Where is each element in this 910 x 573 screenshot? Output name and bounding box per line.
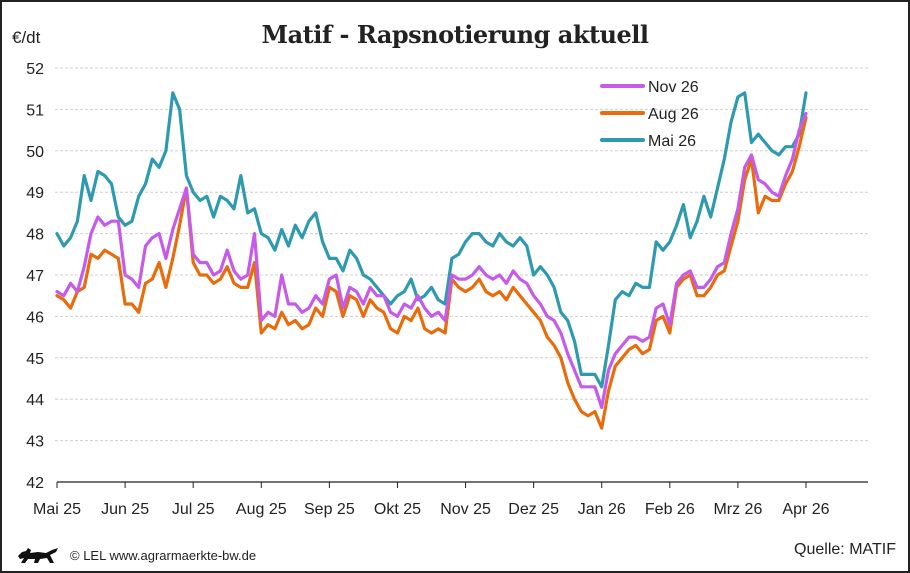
y-tick-label: 47 <box>26 268 44 285</box>
x-tick-label: Aug 25 <box>236 501 287 518</box>
x-axis: Mai 25 Jun 25 Jul 25 Aug 25 Sep 25 Okt 25 Nov … <box>33 481 868 518</box>
y-tick-label: 50 <box>26 144 44 161</box>
y-tick-label: 43 <box>26 434 44 451</box>
y-tick-label: 45 <box>26 351 44 368</box>
chart-title: Matif - Rapsnotierung aktuell <box>261 20 649 49</box>
y-axis-unit-label: €/dt <box>12 28 41 47</box>
series-line-aug-26 <box>55 116 808 430</box>
legend: Nov 26 Aug 26 Mai 26 <box>600 79 699 150</box>
x-tick-label: Dez 25 <box>508 501 559 518</box>
legend-label: Aug 26 <box>648 106 699 123</box>
x-tick-label: Jan 26 <box>578 501 626 518</box>
series-line-nov-26 <box>55 111 808 410</box>
x-tick-label: Apr 26 <box>782 501 829 518</box>
y-tick-label: 44 <box>26 392 44 409</box>
x-tick-label: Mrz 26 <box>713 501 762 518</box>
x-tick-label: Mai 25 <box>33 501 81 518</box>
series-lines <box>55 91 808 430</box>
legend-label: Mai 26 <box>648 133 696 150</box>
x-tick-label: Jun 25 <box>101 501 149 518</box>
x-tick-label: Sep 25 <box>304 501 355 518</box>
y-tick-label: 49 <box>26 185 44 202</box>
y-axis-ticks: 42 43 44 45 46 47 48 49 50 51 52 <box>26 61 44 492</box>
x-tick-label: Jul 25 <box>172 501 215 518</box>
x-tick-label: Okt 25 <box>374 501 421 518</box>
x-tick-label: Nov 25 <box>440 501 491 518</box>
y-tick-label: 51 <box>26 102 44 119</box>
y-tick-label: 52 <box>26 61 44 78</box>
copyright-text: © LEL www.agrarmaerkte-bw.de <box>70 548 257 563</box>
x-tick-label: Feb 26 <box>645 501 695 518</box>
lion-logo-icon <box>18 548 58 563</box>
y-tick-label: 42 <box>26 475 44 492</box>
source-text: Quelle: MATIF <box>794 541 896 558</box>
grid-lines <box>55 67 868 442</box>
y-tick-label: 46 <box>26 309 44 326</box>
series-line-mai-26 <box>55 91 808 389</box>
legend-label: Nov 26 <box>648 79 699 96</box>
y-tick-label: 48 <box>26 227 44 244</box>
